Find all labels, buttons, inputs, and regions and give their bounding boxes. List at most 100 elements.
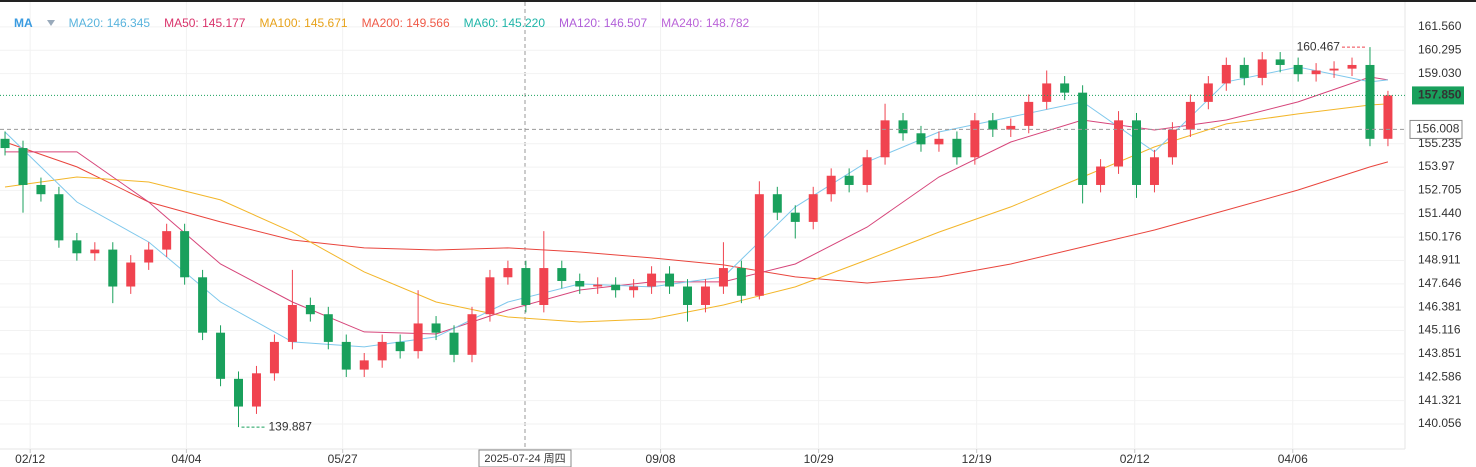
candle-body <box>1383 95 1393 139</box>
candle-body <box>1096 166 1106 185</box>
y-tick-label: 147.646 <box>1418 276 1462 290</box>
candle-body <box>1132 120 1141 185</box>
candle-body <box>0 138 10 149</box>
y-tick-label: 161.560 <box>1418 19 1462 33</box>
y-tick-label: 160.295 <box>1418 42 1462 56</box>
candle-body <box>323 314 333 342</box>
candle-body <box>90 249 100 254</box>
y-tick-label: 142.586 <box>1418 369 1462 383</box>
y-tick-label: 148.911 <box>1418 253 1461 267</box>
candle-body <box>611 284 621 291</box>
candle-body <box>449 332 459 355</box>
candle-body <box>180 231 190 278</box>
candle-body <box>1203 83 1213 102</box>
ma-line <box>4 141 1389 284</box>
candle-body <box>826 175 836 195</box>
x-tick-label: 09/08 <box>646 452 676 466</box>
x-tick-label: 02/12 <box>15 452 45 466</box>
candle-body <box>269 341 279 374</box>
candle-body <box>485 277 495 315</box>
candle-body <box>54 194 64 241</box>
candle-body <box>808 194 818 222</box>
candle-body <box>1167 129 1177 158</box>
candle-body <box>305 304 315 315</box>
y-tick-label: 143.851 <box>1418 346 1462 360</box>
candle-body <box>880 120 890 158</box>
candle-body <box>952 138 962 158</box>
candle-body <box>234 378 243 407</box>
candle-body <box>898 120 908 134</box>
candle-body <box>1114 120 1124 167</box>
candle-body <box>359 360 369 370</box>
candle-body <box>144 249 154 263</box>
candle-body <box>503 268 513 278</box>
candle-body <box>1006 125 1016 130</box>
candle-body <box>108 249 118 287</box>
legend-item: MA60: 145.220 <box>463 16 546 30</box>
candle-body <box>557 268 567 281</box>
candle-body <box>72 240 82 254</box>
candle-body <box>1149 157 1159 185</box>
candle-body <box>934 138 944 145</box>
candle-body <box>1257 59 1267 78</box>
candle-body <box>1042 83 1052 102</box>
candle-body <box>916 133 926 145</box>
candle-body <box>126 262 136 287</box>
y-tick-label: 155.235 <box>1418 136 1462 150</box>
legend: MA MA20: 146.345 MA50: 145.177 MA100: 145.… <box>14 16 749 30</box>
candle-body <box>575 280 585 287</box>
candle-body <box>718 268 728 287</box>
candle-body <box>1221 64 1231 84</box>
x-tick-label: 04/04 <box>171 452 201 466</box>
y-tick-label: 141.321 <box>1418 393 1462 407</box>
legend-item: MA20: 146.345 <box>68 16 151 30</box>
ma-line <box>4 66 1388 348</box>
candle-body <box>395 341 405 352</box>
crosshair-date-label: 2025-07-24 周四 <box>484 452 565 465</box>
candle-body <box>593 284 603 287</box>
x-tick-label: 02/12 <box>1120 452 1150 466</box>
candle-body <box>341 341 351 370</box>
candle-body <box>1078 92 1088 185</box>
candle-body <box>1185 101 1195 130</box>
legend-item: MA200: 149.566 <box>361 16 450 30</box>
candle-body <box>251 373 261 407</box>
crosshair-price-label: 156.008 <box>1416 122 1460 136</box>
candle-body <box>844 175 854 185</box>
candle-body <box>970 120 980 158</box>
candle-body <box>521 268 531 305</box>
y-tick-label: 146.381 <box>1418 299 1462 313</box>
candle-body <box>1347 64 1357 69</box>
candle-body <box>629 286 639 291</box>
candle-body <box>988 120 998 130</box>
min-label: 139.887 <box>269 419 313 433</box>
last-price-box <box>1412 86 1464 105</box>
candle-body <box>162 231 172 250</box>
candle-body <box>1311 70 1321 75</box>
y-tick-label: 152.705 <box>1418 183 1462 197</box>
candle-body <box>18 148 28 185</box>
x-tick-label: 12/19 <box>962 452 992 466</box>
x-tick-label: 10/29 <box>804 452 834 466</box>
candle-body <box>862 157 872 185</box>
candle-body <box>539 268 549 305</box>
y-tick-label: 153.97 <box>1418 159 1455 173</box>
candle-body <box>736 268 746 296</box>
candle-body <box>377 341 387 361</box>
y-tick-label: 159.030 <box>1418 66 1462 80</box>
candle-body <box>647 273 657 287</box>
candle-body <box>683 286 692 305</box>
legend-heading: MA <box>14 16 33 30</box>
candle-body <box>1365 64 1375 139</box>
candle-body <box>1239 64 1249 78</box>
candle-body <box>700 286 710 305</box>
x-tick-label: 05/27 <box>328 452 358 466</box>
candle-body <box>1024 101 1034 126</box>
candle-body <box>431 323 441 333</box>
x-tick-label: 04/06 <box>1278 452 1308 466</box>
dropdown-icon[interactable] <box>46 19 55 27</box>
candle-body <box>772 194 782 213</box>
candle-body <box>216 332 226 379</box>
